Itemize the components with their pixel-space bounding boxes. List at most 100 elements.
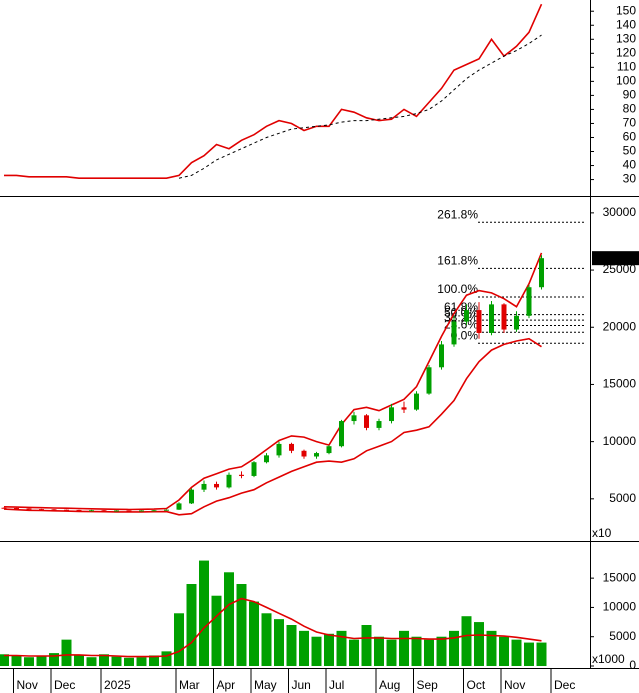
volume-bar (161, 651, 172, 666)
candle-body (501, 304, 507, 330)
candle-body (189, 489, 194, 504)
volume-bar (24, 657, 34, 666)
candle-body (464, 310, 469, 322)
volume-bar (211, 595, 222, 666)
candle-body (14, 507, 19, 509)
volume-bar (411, 636, 422, 666)
volume-bar (186, 584, 197, 666)
fib-label: 161.8% (437, 254, 478, 268)
candle-body (139, 510, 144, 512)
candle-body (414, 393, 419, 410)
y-tick-label: 10000 (603, 434, 637, 448)
volume-bar (536, 642, 547, 666)
volume-bar (86, 657, 97, 666)
x-tick-label: Nov (504, 678, 525, 692)
candle-body (451, 321, 457, 345)
candle-body (389, 407, 394, 422)
candle-body (514, 315, 519, 330)
x-tick-label: Sep (417, 678, 439, 692)
y-tick-label: 70 (623, 116, 637, 130)
candle-body (476, 310, 482, 333)
volume-bar (174, 613, 184, 666)
y-tick-label: 0 (629, 658, 636, 672)
y-tick-label: 5000 (609, 629, 636, 643)
candle-body (264, 455, 269, 463)
candle-body (489, 304, 494, 333)
candle-body (276, 443, 282, 456)
y-tick-label: 15000 (603, 570, 637, 584)
candle-body (201, 483, 207, 490)
axis-multiplier: x10 (592, 526, 612, 540)
volume-bar (374, 636, 384, 666)
y-tick-label: 100 (616, 74, 636, 88)
volume-bar (499, 636, 509, 666)
series-line (178, 34, 542, 179)
volume-bar (474, 622, 484, 666)
x-tick-label: Oct (467, 678, 486, 692)
series-line (3, 252, 543, 511)
candle-body (401, 407, 407, 410)
volume-bar (361, 625, 372, 666)
x-tick-label: Dec (54, 678, 75, 692)
x-tick-label: Jun (292, 678, 311, 692)
y-tick-label: 25000 (603, 262, 637, 276)
volume-bar (286, 625, 297, 666)
candle-body (526, 287, 532, 316)
candle-body (101, 510, 107, 512)
y-tick-label: 60 (623, 130, 637, 144)
y-tick-label: 80 (623, 102, 637, 116)
candle-body (251, 462, 257, 476)
candle-body (151, 510, 157, 512)
y-tick-label: 130 (616, 31, 636, 45)
y-tick-label: 10000 (603, 600, 637, 614)
candle-body (1, 507, 7, 509)
x-tick-label: May (254, 678, 277, 692)
fib-label: 38.2% (444, 311, 478, 325)
volume-bar (461, 616, 472, 666)
volume-bar (0, 654, 9, 666)
volume-bar (124, 657, 134, 666)
last-price-label: 26040.0 (594, 250, 638, 264)
volume-bar (99, 654, 109, 666)
volume-bar (111, 656, 122, 666)
x-tick-label: Dec (554, 678, 575, 692)
y-tick-label: 90 (623, 88, 637, 102)
candle-body (339, 421, 344, 447)
volume-bar (324, 633, 334, 666)
y-tick-label: 110 (617, 60, 636, 74)
candle-body (289, 443, 294, 451)
volume-bar (236, 584, 247, 666)
fib-label: 100.0% (437, 282, 478, 296)
axis-multiplier: x1000 (592, 652, 625, 666)
x-tick-label: 2025 (104, 678, 131, 692)
candle-body (114, 510, 119, 512)
fib-label: 0.0% (451, 328, 479, 342)
candle-body (314, 453, 319, 457)
y-tick-label: 15000 (603, 377, 637, 391)
series-line (4, 597, 542, 658)
candle-body (351, 415, 357, 422)
x-tick-label: Apr (217, 678, 236, 692)
y-tick-label: 5000 (609, 491, 636, 505)
candle-body (164, 509, 169, 511)
volume-bar (74, 655, 84, 666)
candle-body (376, 421, 382, 428)
candle-body (76, 509, 82, 511)
candle-body (539, 258, 544, 288)
candle-body (39, 509, 44, 511)
fib-label: 261.8% (437, 207, 478, 221)
volume-bar (486, 630, 497, 666)
volume-bar (524, 642, 534, 666)
candle-body (89, 510, 94, 512)
volume-bar (36, 656, 47, 666)
volume-bar (224, 572, 234, 666)
candle-body (326, 446, 332, 454)
volume-bar (136, 657, 147, 666)
volume-bar (424, 639, 434, 666)
x-tick-label: Mar (179, 678, 200, 692)
fib-label: 61.8% (444, 300, 478, 314)
y-tick-label: 30 (623, 172, 637, 186)
candle-body (26, 508, 32, 510)
